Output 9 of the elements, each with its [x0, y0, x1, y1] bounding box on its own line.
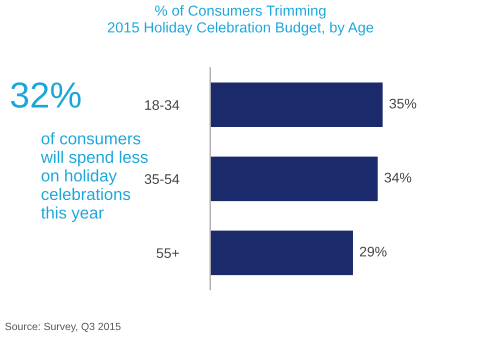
source-note: Source: Survey, Q3 2015	[5, 322, 121, 332]
y-tick-label: 35-54	[144, 174, 180, 184]
y-tick-label: 55+	[156, 248, 179, 258]
chart-title: % of Consumers Trimming 2015 Holiday Celebration Budget, by Age	[108, 5, 374, 36]
data-label: 35%	[389, 98, 416, 109]
text: 32%	[10, 82, 81, 108]
data-label: 34%	[384, 172, 412, 183]
data-label: 29%	[360, 246, 387, 257]
y-tick-label: 18-34	[145, 100, 180, 110]
